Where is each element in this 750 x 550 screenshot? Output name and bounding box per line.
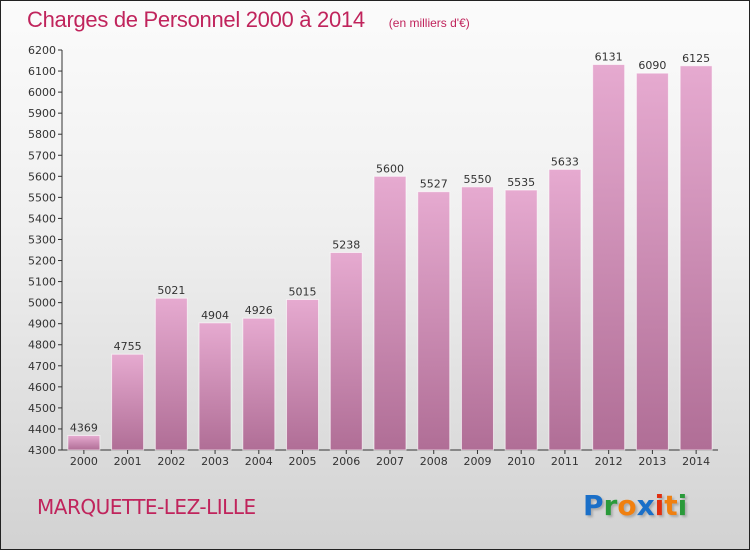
bar-2006	[329, 252, 363, 451]
y-tick-label: 4900	[28, 318, 56, 331]
bar-2011	[548, 168, 582, 451]
data-label-2002: 5021	[157, 284, 185, 297]
y-tick-label: 4400	[28, 423, 56, 436]
logo-letter: x	[636, 489, 655, 522]
data-label-2005: 5015	[289, 285, 317, 298]
data-label-2012: 6131	[595, 51, 623, 64]
x-tick-label: 2008	[420, 455, 448, 468]
y-tick-label: 4300	[28, 444, 56, 457]
bar-2010	[504, 189, 538, 451]
data-label-2004: 4926	[245, 304, 273, 317]
bar-2005	[286, 298, 320, 451]
bar-2007	[373, 175, 407, 451]
y-tick-label: 5800	[28, 128, 56, 141]
y-tick-label: 5400	[28, 212, 56, 225]
logo-letter: i	[654, 489, 665, 522]
bar-2004	[242, 317, 276, 451]
data-label-2006: 5238	[332, 239, 360, 252]
data-label-2007: 5600	[376, 162, 404, 175]
x-tick-label: 2003	[201, 455, 229, 468]
y-tick-label: 4600	[28, 381, 56, 394]
title-bar: Charges de Personnel 2000 à 2014 (en mil…	[27, 7, 470, 33]
logo-letter: t	[664, 489, 678, 522]
y-tick-label: 4700	[28, 360, 56, 373]
data-label-2010: 5535	[507, 176, 535, 189]
logo-letter: i	[677, 489, 688, 522]
y-tick-label: 6000	[28, 86, 56, 99]
data-label-2000: 4369	[70, 421, 98, 434]
y-tick-label: 6100	[28, 65, 56, 78]
chart-subtitle: (en milliers d'€)	[388, 16, 470, 30]
y-tick-label: 4800	[28, 339, 56, 352]
data-label-2008: 5527	[420, 178, 448, 191]
bar-2000	[67, 434, 101, 451]
x-tick-label: 2014	[682, 455, 710, 468]
y-tick-label: 5900	[28, 107, 56, 120]
bar-2012	[592, 64, 626, 451]
data-label-2014: 6125	[682, 52, 710, 65]
x-tick-label: 2010	[507, 455, 535, 468]
x-tick-label: 2005	[289, 455, 317, 468]
proxiti-logo: Proxiti	[583, 489, 687, 522]
x-tick-label: 2012	[595, 455, 623, 468]
x-tick-label: 2004	[245, 455, 273, 468]
x-tick-label: 2002	[157, 455, 185, 468]
x-tick-label: 2013	[638, 455, 666, 468]
x-tick-label: 2001	[114, 455, 142, 468]
x-tick-label: 2011	[551, 455, 579, 468]
bar-2008	[417, 191, 451, 451]
data-label-2009: 5550	[463, 173, 491, 186]
bar-2002	[154, 297, 188, 451]
data-label-2001: 4755	[114, 340, 142, 353]
x-tick-label: 2006	[332, 455, 360, 468]
data-label-2003: 4904	[201, 309, 229, 322]
logo-letter: r	[603, 489, 618, 522]
bar-2013	[635, 72, 669, 451]
x-tick-label: 2007	[376, 455, 404, 468]
data-label-2011: 5633	[551, 155, 579, 168]
y-tick-label: 6200	[28, 44, 56, 57]
city-name: MARQUETTE-LEZ-LILLE	[37, 495, 256, 519]
bar-2009	[460, 186, 494, 451]
x-tick-label: 2000	[70, 455, 98, 468]
y-tick-label: 5100	[28, 276, 56, 289]
y-tick-label: 5300	[28, 233, 56, 246]
x-tick-label: 2009	[463, 455, 491, 468]
y-tick-label: 5600	[28, 170, 56, 183]
y-tick-label: 5200	[28, 255, 56, 268]
bar-2001	[111, 353, 145, 451]
bar-2003	[198, 322, 232, 451]
data-label-2013: 6090	[638, 59, 666, 72]
chart-title: Charges de Personnel 2000 à 2014	[27, 7, 365, 32]
logo-letter: o	[617, 489, 637, 522]
logo-letter: P	[583, 489, 604, 522]
y-tick-label: 5000	[28, 297, 56, 310]
y-tick-label: 4500	[28, 402, 56, 415]
y-tick-label: 5700	[28, 149, 56, 162]
bar-2014	[679, 65, 713, 451]
y-tick-label: 5500	[28, 191, 56, 204]
